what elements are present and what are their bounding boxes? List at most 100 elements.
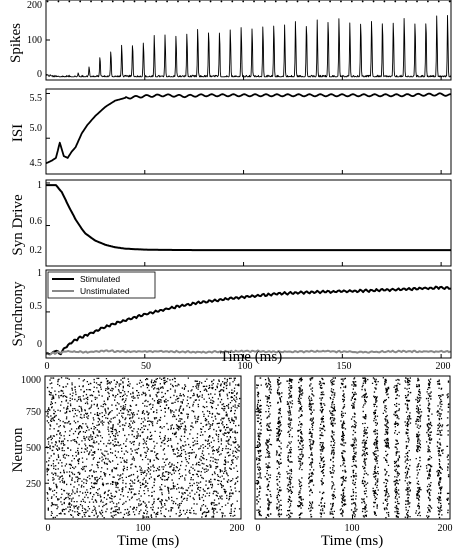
raster-right-stripe [415, 377, 423, 517]
stimulus-marker [101, 0, 103, 3]
stimulus-marker [253, 0, 255, 3]
stimulus-marker [307, 0, 310, 3]
panel-spikes: Spikes 0 100 200 [8, 0, 452, 81]
synchrony-xtick: 150 [337, 361, 352, 372]
synchrony-series-unstimulated [45, 349, 452, 355]
raster-right-stripe [404, 377, 412, 519]
stimulus-marker [426, 0, 429, 3]
stimulus-marker [166, 0, 169, 3]
raster-ylabel: Neuron [10, 427, 26, 472]
isi-ytick: 4.5 [30, 158, 43, 169]
raster-right-stripe [297, 377, 304, 519]
stimulus-marker [361, 0, 364, 3]
isi-ytick: 5.0 [30, 123, 43, 134]
stimulus-marker [405, 0, 408, 3]
stimulus-marker [68, 0, 71, 3]
synchrony-ytick: 1 [37, 268, 42, 279]
stimulus-marker [350, 0, 353, 3]
panel-isi: ISI 4.5 5.0 5.5 [10, 88, 452, 184]
raster-right-stripe [275, 377, 283, 518]
stimulus-marker [198, 0, 201, 3]
stimulus-marker [177, 0, 179, 3]
synchrony-xtick: 200 [436, 361, 451, 372]
legend-label-unstimulated: Unstimulated [80, 286, 130, 296]
raster-right-stripe [350, 377, 358, 518]
raster-right-stripe [329, 377, 336, 519]
syn-drive-ylabel: Syn Drive [10, 194, 26, 256]
stimulus-marker [448, 0, 451, 3]
stimulus-marker [155, 0, 158, 3]
stimulus-marker [79, 0, 82, 3]
raster-left-xtick: 200 [230, 523, 245, 534]
raster-left-ytick: 250 [26, 479, 41, 490]
raster-left-spikes [46, 377, 241, 519]
stimulus-marker [263, 0, 266, 3]
raster-right-stripe [264, 377, 273, 519]
spikes-ylabel: Spikes [8, 23, 24, 63]
synchrony-xtick: 0 [45, 361, 50, 372]
raster-left-ytick: 750 [26, 407, 41, 418]
stimulus-marker [372, 0, 375, 3]
raster-right-xlabel: Time (ms) [321, 533, 383, 549]
raster-right-stripe [446, 380, 450, 514]
stimulus-marker [90, 0, 92, 3]
raster-right-stripe [393, 378, 401, 518]
stimulus-marker [209, 0, 212, 3]
raster-right-stripe [308, 377, 315, 518]
stimulus-marker [274, 0, 277, 3]
stimulus-marker [231, 0, 234, 3]
stimulus-marker [46, 0, 49, 3]
isi-series-line [45, 92, 451, 165]
synchrony-ytick: 0 [37, 339, 42, 350]
raster-right-stripe [361, 377, 369, 518]
stimulus-marker [318, 0, 321, 3]
synchrony-xtick: 50 [141, 361, 151, 372]
isi-ytick: 5.5 [30, 93, 43, 104]
stimulus-marker [394, 0, 397, 3]
synchrony-ytick: 0.5 [30, 301, 43, 312]
raster-left-xtick: 100 [136, 523, 151, 534]
spikes-series-line [45, 15, 452, 78]
raster-right-stripe [382, 377, 390, 519]
legend: Stimulated Unstimulated [47, 271, 156, 299]
stimulus-marker [187, 0, 190, 3]
syn-drive-ytick: 0.2 [30, 245, 43, 256]
stimulus-marker [220, 0, 223, 3]
spikes-ytick: 0 [37, 69, 42, 80]
synchrony-ylabel: Synchrony [10, 281, 26, 346]
synchrony-xtick: 100 [238, 361, 253, 372]
panel-raster-right: 0 100 200 Time (ms) [254, 375, 453, 549]
stimulus-marker [340, 0, 342, 3]
raster-right-stripe [436, 379, 444, 519]
synchrony-series-stimulated [45, 285, 451, 356]
stimulus-marker [437, 0, 440, 3]
stimulus-marker [285, 0, 288, 3]
stimulus-marker [296, 0, 299, 3]
synchrony-xlabel: Time (ms) [220, 349, 282, 365]
raster-right-xtick: 0 [256, 523, 261, 534]
stimulus-marker [242, 0, 245, 3]
raster-right-stripe [286, 378, 294, 519]
syn-drive-series-line [46, 184, 451, 252]
stimulus-marker [111, 0, 114, 3]
syn-drive-ytick: 0.6 [30, 216, 43, 227]
raster-right-stripe [425, 378, 433, 519]
stimulus-marker [383, 0, 386, 3]
spikes-ytick: 200 [27, 0, 42, 11]
raster-left-ytick: 500 [26, 443, 41, 454]
spikes-ytick: 100 [27, 35, 42, 46]
stimulus-marker [122, 0, 125, 3]
syn-drive-ytick: 1 [37, 180, 42, 191]
raster-right-stripe [255, 377, 262, 517]
stimulus-marker [144, 0, 147, 3]
panel-syn-drive: Syn Drive 0.2 0.6 1 [10, 179, 452, 267]
isi-ylabel: ISI [10, 124, 26, 142]
raster-left-xlabel: Time (ms) [117, 533, 179, 549]
raster-right-stripe [371, 377, 379, 516]
raster-right-stripe [318, 377, 326, 518]
raster-left-xtick: 0 [46, 523, 51, 534]
raster-right-stripe [339, 377, 347, 517]
raster-right-xtick: 100 [345, 523, 360, 534]
raster-left-ytick: 1000 [21, 375, 41, 386]
